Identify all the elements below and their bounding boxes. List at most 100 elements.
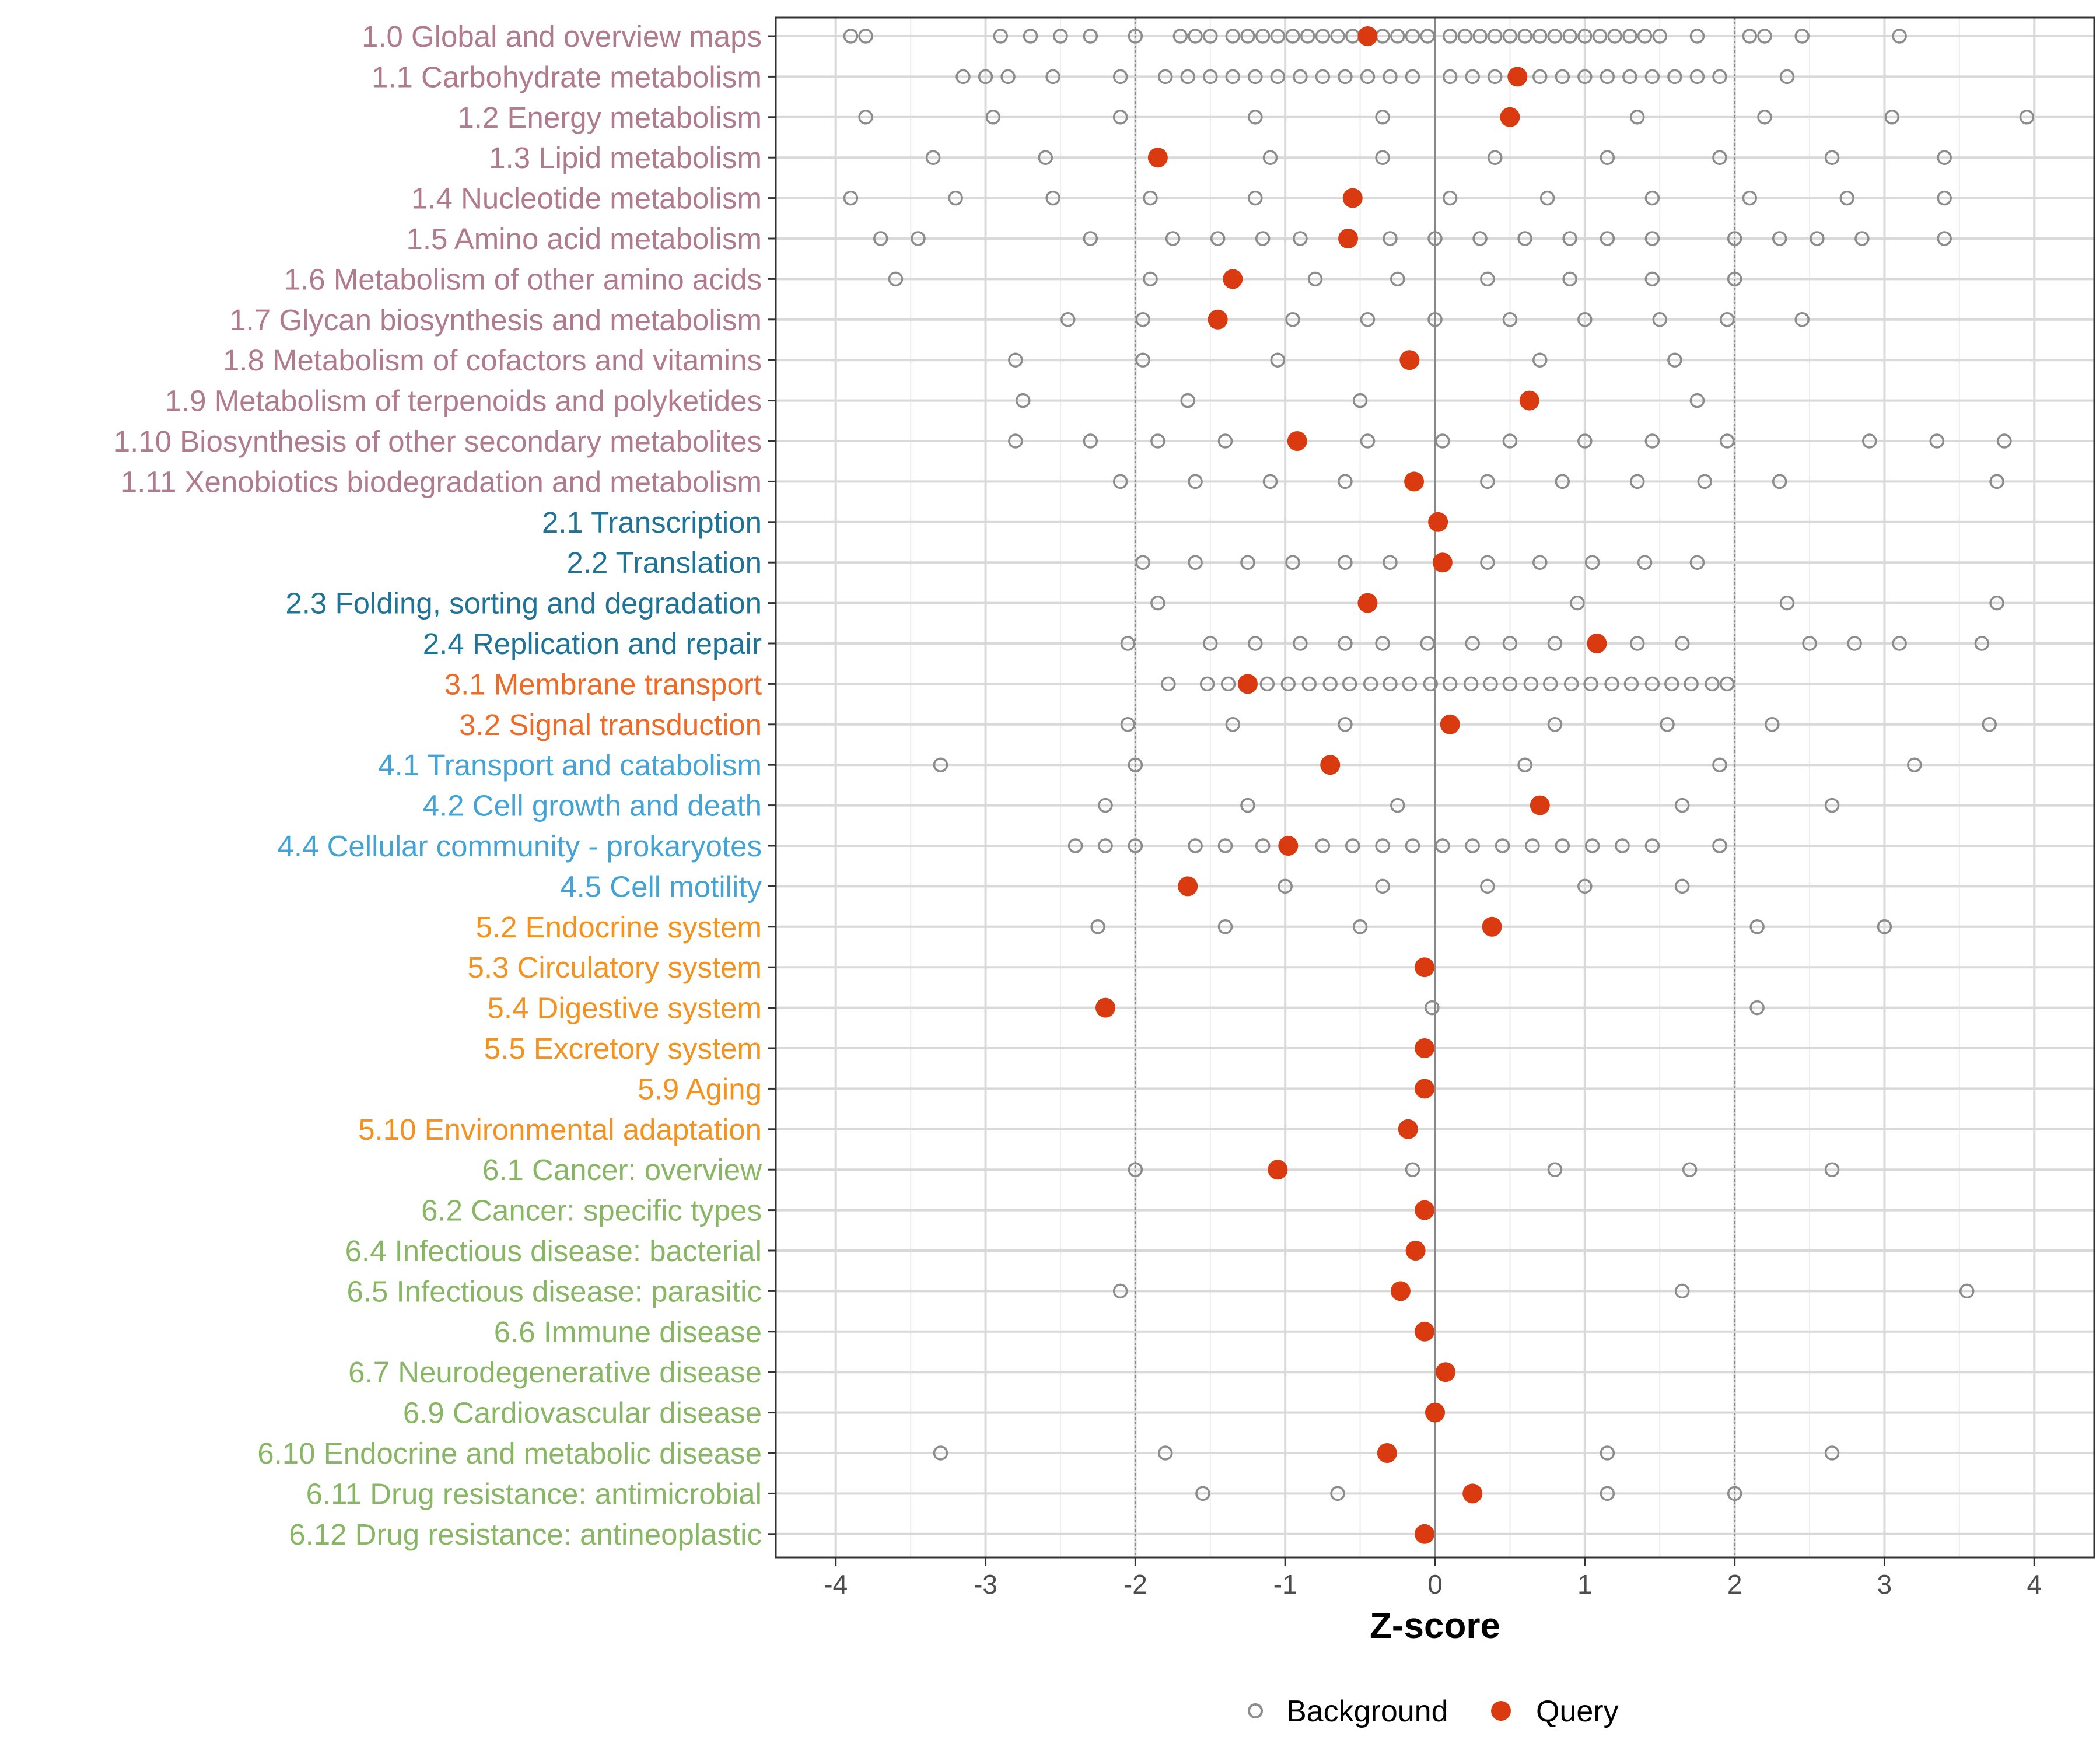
background-point: [1480, 271, 1495, 287]
query-point: [1398, 1119, 1418, 1139]
background-point: [1405, 1162, 1420, 1177]
background-point: [1390, 797, 1405, 813]
background-point: [1008, 352, 1023, 368]
query-point: [1425, 1402, 1445, 1423]
background-point: [1248, 69, 1263, 85]
query-point: [1268, 1160, 1288, 1180]
background-point: [1644, 231, 1660, 246]
background-point: [1757, 110, 1772, 125]
background-point: [1600, 231, 1615, 246]
background-point: [1555, 474, 1570, 489]
background-point: [873, 231, 888, 246]
background-point: [1854, 231, 1870, 246]
background-point: [1480, 878, 1495, 894]
background-point: [1742, 190, 1758, 206]
query-point: [1287, 431, 1307, 451]
background-point: [1644, 433, 1660, 449]
background-point: [1892, 29, 1907, 44]
background-point: [1255, 231, 1270, 246]
background-point: [1712, 838, 1727, 853]
y-axis-label: 5.4 Digestive system: [487, 992, 762, 1025]
y-axis-label: 1.9 Metabolism of terpenoids and polyket…: [165, 384, 762, 418]
background-point: [1884, 110, 1900, 125]
query-point: [1432, 552, 1452, 573]
background-point: [1375, 878, 1390, 894]
background-point: [1562, 231, 1577, 246]
background-point: [1839, 190, 1854, 206]
background-point: [1607, 29, 1622, 44]
background-point: [1779, 595, 1795, 611]
background-point: [1517, 29, 1532, 44]
background-point: [1338, 69, 1353, 85]
background-point: [1675, 636, 1690, 651]
y-axis-label: 2.4 Replication and repair: [423, 627, 762, 660]
background-point: [1727, 271, 1742, 287]
background-point: [1547, 636, 1563, 651]
background-point: [1345, 838, 1360, 853]
background-point: [1255, 838, 1270, 853]
background-point: [1143, 190, 1158, 206]
query-point: [1415, 1321, 1435, 1342]
background-point: [1023, 29, 1038, 44]
background-point: [1008, 433, 1023, 449]
background-point: [1220, 676, 1236, 692]
background-point: [1824, 1162, 1840, 1177]
points-layer: [843, 26, 2035, 1544]
background-point: [1315, 29, 1331, 44]
background-point: [1330, 29, 1345, 44]
y-axis-label: 2.3 Folding, sorting and degradation: [285, 587, 762, 620]
x-tick-label: 4: [2027, 1569, 2042, 1600]
background-point: [1525, 838, 1540, 853]
background-point: [1982, 717, 1997, 732]
query-point: [1415, 957, 1435, 978]
query-point: [1320, 755, 1340, 775]
background-point: [1765, 717, 1780, 732]
y-axis-label: 5.9 Aging: [638, 1072, 762, 1105]
background-point: [1293, 69, 1308, 85]
background-point: [1382, 676, 1398, 692]
query-point: [1357, 593, 1378, 613]
background-point: [1405, 29, 1420, 44]
background-point: [1652, 312, 1667, 327]
background-point: [1427, 231, 1443, 246]
background-point: [1664, 676, 1679, 692]
background-point: [1157, 69, 1173, 85]
x-tick-label: 1: [1577, 1569, 1592, 1600]
background-point: [1262, 150, 1278, 165]
background-point: [911, 231, 926, 246]
background-point: [1457, 29, 1473, 44]
y-axis-label: 4.2 Cell growth and death: [423, 789, 762, 822]
background-point: [1689, 393, 1705, 408]
background-point: [1517, 231, 1532, 246]
background-point: [1112, 69, 1128, 85]
background-point: [1502, 676, 1518, 692]
query-point: [1390, 1281, 1410, 1301]
background-point: [1045, 69, 1060, 85]
background-point: [1270, 29, 1286, 44]
background-point: [933, 1446, 949, 1461]
background-point: [1360, 69, 1376, 85]
y-axis-label: 6.9 Cardiovascular disease: [403, 1396, 762, 1430]
background-point: [993, 29, 1008, 44]
background-point: [1810, 231, 1825, 246]
background-point: [1270, 69, 1286, 85]
background-point: [1907, 757, 1922, 772]
x-tick-label: -3: [974, 1569, 998, 1600]
background-point: [1280, 676, 1296, 692]
query-point: [1405, 1241, 1426, 1261]
background-point: [1794, 29, 1810, 44]
background-point: [1824, 797, 1840, 813]
background-point: [1577, 433, 1592, 449]
background-point: [1937, 190, 1952, 206]
background-point: [948, 190, 963, 206]
query-point: [1415, 1079, 1435, 1099]
background-point: [1225, 29, 1241, 44]
background-point: [1472, 231, 1488, 246]
background-point: [1644, 271, 1660, 287]
background-point: [1315, 838, 1331, 853]
background-point: [1697, 474, 1713, 489]
background-point: [1128, 757, 1143, 772]
background-point: [1135, 555, 1150, 570]
background-point: [1543, 676, 1558, 692]
